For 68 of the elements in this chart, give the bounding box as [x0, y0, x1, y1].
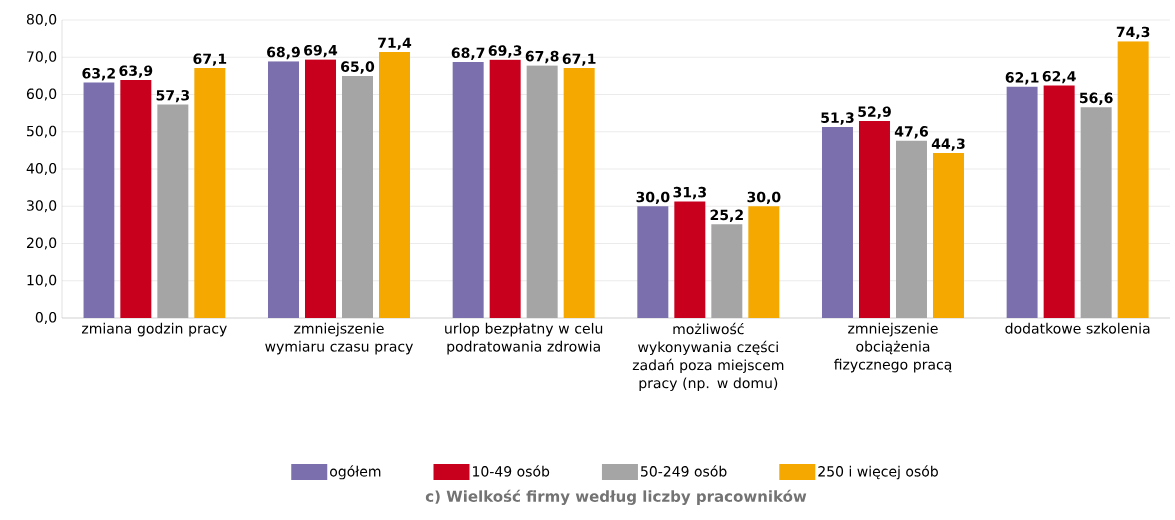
bar [305, 59, 336, 318]
data-label: 65,0 [341, 61, 375, 74]
data-label: 25,2 [710, 209, 743, 222]
data-label: 63,9 [119, 65, 153, 78]
bar [932, 152, 964, 318]
bar [157, 104, 189, 318]
legend-label: ogółem [330, 465, 381, 480]
data-label: 67,1 [193, 53, 227, 66]
data-label: 31,3 [673, 186, 706, 200]
bar [858, 120, 890, 318]
bar [1080, 107, 1112, 318]
bar [342, 75, 373, 318]
x-tick-label: zmiana godzin pracy [81, 322, 227, 337]
data-label: 62,1 [1005, 72, 1039, 85]
bar [1117, 41, 1149, 318]
y-tick-label: 10,0 [27, 274, 57, 287]
data-label: 52,9 [858, 106, 891, 119]
data-label: 67,8 [525, 50, 559, 64]
x-tick-label: urlop bezpłatny w celu podratowania zdrowia [445, 322, 603, 355]
data-label: 68,7 [451, 47, 485, 60]
bar [526, 65, 558, 318]
data-label: 30,0 [636, 191, 670, 205]
legend-label: 250 i więcej osób [818, 465, 938, 480]
y-tick-label: 40,0 [26, 162, 57, 176]
bar [268, 61, 299, 318]
data-label: 74,3 [1116, 26, 1150, 40]
x-tick-label: zmniejszenie wymiaru czasu pracy [265, 322, 413, 355]
y-tick-label: 60,0 [26, 88, 57, 101]
data-label: 47,6 [894, 126, 929, 139]
bar [748, 206, 780, 318]
bar [1043, 85, 1075, 318]
data-label: 71,4 [378, 37, 412, 50]
bar [895, 140, 927, 318]
bar [674, 201, 706, 318]
y-tick-label: 20,0 [26, 237, 57, 250]
text: c) Wielkość firmy według liczby pracowników [425, 489, 807, 505]
data-label: 67,1 [562, 53, 596, 66]
bar [821, 126, 853, 318]
y-tick-label: 30,0 [27, 200, 57, 213]
x-tick-label: dodatkowe szkolenia [1005, 322, 1150, 334]
data-label: 69,3 [488, 45, 522, 58]
data-label: 69,4 [304, 44, 338, 58]
y-tick-label: 70,0 [27, 51, 57, 64]
bar [489, 59, 521, 318]
x-tick-label: możliwość wykonywania części zadań poza miejscem pracy (np. w domu) [632, 322, 784, 392]
bar [120, 79, 152, 318]
data-label: 62,4 [1042, 70, 1076, 84]
y-tick-label: 80,0 [26, 13, 57, 27]
data-label: 68,9 [267, 46, 300, 60]
bar [1006, 86, 1038, 318]
bar [83, 82, 115, 318]
bar [379, 52, 410, 318]
data-label: 63,2 [82, 67, 115, 81]
y-tick-label: 50,0 [27, 125, 57, 138]
x-tick-label: zmniejszenie obciążenia fizycznego pracą [834, 322, 952, 373]
data-label: 56,6 [1079, 92, 1113, 105]
data-label: 30,0 [747, 191, 781, 205]
data-label: 44,3 [931, 138, 965, 151]
data-label: 57,3 [156, 89, 189, 103]
legend-label: 50-249 osób [641, 465, 727, 477]
bar [452, 62, 484, 318]
bar [194, 68, 226, 318]
y-tick-label: 0,0 [35, 311, 57, 325]
bar [563, 68, 595, 318]
bar [637, 206, 669, 318]
bar [711, 224, 743, 318]
data-label: 51,3 [821, 112, 854, 125]
legend-label: 10-49 osób [473, 465, 550, 477]
